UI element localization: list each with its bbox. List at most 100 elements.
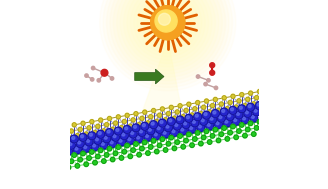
Circle shape xyxy=(133,125,136,128)
Circle shape xyxy=(160,121,163,123)
Circle shape xyxy=(231,124,235,129)
Circle shape xyxy=(196,75,200,78)
Circle shape xyxy=(202,105,206,109)
Circle shape xyxy=(148,128,151,131)
Circle shape xyxy=(91,143,99,151)
Circle shape xyxy=(172,116,176,120)
Circle shape xyxy=(207,79,210,82)
Circle shape xyxy=(231,108,234,111)
Circle shape xyxy=(195,131,200,135)
Circle shape xyxy=(84,132,88,136)
Circle shape xyxy=(228,100,232,105)
Circle shape xyxy=(81,151,85,156)
Circle shape xyxy=(122,119,126,124)
Circle shape xyxy=(116,129,119,131)
Circle shape xyxy=(144,0,192,46)
Circle shape xyxy=(84,162,89,167)
Circle shape xyxy=(122,149,127,154)
Circle shape xyxy=(199,111,203,115)
Circle shape xyxy=(76,140,84,148)
Circle shape xyxy=(164,124,173,132)
Circle shape xyxy=(139,130,142,133)
Circle shape xyxy=(249,91,253,95)
Circle shape xyxy=(151,6,185,40)
Circle shape xyxy=(128,138,131,141)
Circle shape xyxy=(131,148,135,152)
Circle shape xyxy=(112,133,119,141)
Circle shape xyxy=(195,114,198,117)
Circle shape xyxy=(160,137,165,141)
Circle shape xyxy=(193,137,197,141)
Circle shape xyxy=(178,104,182,108)
Circle shape xyxy=(222,126,226,130)
Circle shape xyxy=(124,0,212,67)
Circle shape xyxy=(164,19,171,26)
Circle shape xyxy=(241,116,249,124)
Circle shape xyxy=(181,115,185,119)
Circle shape xyxy=(98,148,103,153)
Circle shape xyxy=(138,129,146,136)
Circle shape xyxy=(81,135,84,138)
Circle shape xyxy=(119,126,124,130)
Circle shape xyxy=(69,143,72,146)
Circle shape xyxy=(147,2,188,43)
Circle shape xyxy=(101,142,104,145)
Circle shape xyxy=(257,119,262,124)
Circle shape xyxy=(93,130,97,135)
Circle shape xyxy=(110,77,114,80)
Circle shape xyxy=(242,117,246,120)
Circle shape xyxy=(175,140,179,144)
Circle shape xyxy=(204,99,209,103)
Circle shape xyxy=(161,16,174,29)
Circle shape xyxy=(248,105,251,108)
Circle shape xyxy=(222,109,225,112)
Circle shape xyxy=(68,141,75,149)
Circle shape xyxy=(102,129,106,133)
Circle shape xyxy=(204,129,209,133)
Circle shape xyxy=(134,112,138,116)
Circle shape xyxy=(78,127,82,132)
Circle shape xyxy=(216,122,219,125)
Circle shape xyxy=(137,0,198,53)
Circle shape xyxy=(253,108,260,116)
Circle shape xyxy=(78,157,82,162)
Circle shape xyxy=(213,111,216,114)
Circle shape xyxy=(215,120,222,128)
Circle shape xyxy=(173,122,181,130)
Circle shape xyxy=(210,117,213,120)
Circle shape xyxy=(84,146,87,149)
Circle shape xyxy=(163,148,168,152)
Circle shape xyxy=(210,70,215,75)
Circle shape xyxy=(223,119,231,127)
Circle shape xyxy=(219,115,222,119)
Circle shape xyxy=(234,105,238,109)
Circle shape xyxy=(154,133,157,136)
Circle shape xyxy=(131,118,135,122)
Circle shape xyxy=(232,117,240,125)
Circle shape xyxy=(75,163,80,168)
Circle shape xyxy=(141,122,149,130)
Circle shape xyxy=(134,142,138,146)
Circle shape xyxy=(113,121,117,125)
Circle shape xyxy=(209,116,216,124)
Circle shape xyxy=(248,121,253,126)
Circle shape xyxy=(226,113,234,121)
Circle shape xyxy=(181,128,184,131)
Circle shape xyxy=(67,135,71,139)
Circle shape xyxy=(175,110,179,114)
Circle shape xyxy=(198,125,201,128)
Circle shape xyxy=(175,123,178,126)
Circle shape xyxy=(177,117,181,120)
Circle shape xyxy=(172,130,175,133)
Circle shape xyxy=(151,122,154,125)
Circle shape xyxy=(184,122,187,125)
Circle shape xyxy=(225,137,230,141)
Circle shape xyxy=(113,0,222,77)
Circle shape xyxy=(149,115,153,119)
Circle shape xyxy=(143,110,147,114)
Circle shape xyxy=(163,131,166,134)
Circle shape xyxy=(96,124,100,128)
Circle shape xyxy=(162,130,170,138)
Circle shape xyxy=(135,135,143,143)
Circle shape xyxy=(254,126,259,130)
